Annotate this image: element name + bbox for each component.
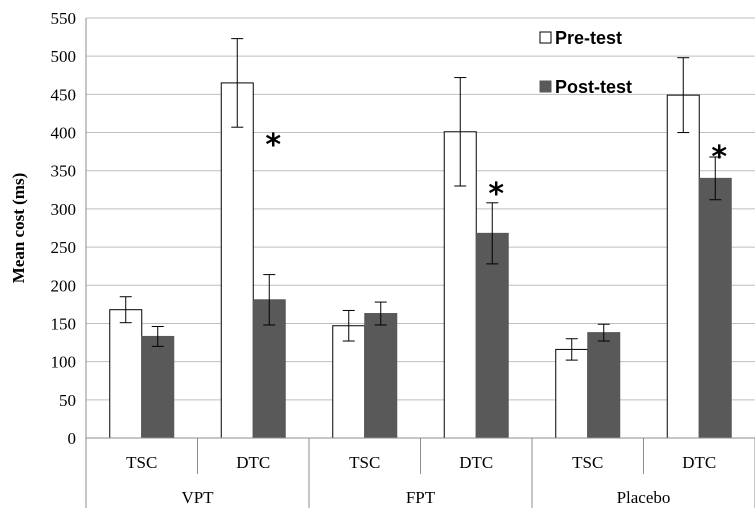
y-tick-label: 0 — [68, 429, 77, 448]
x-group-label: VPT — [181, 488, 214, 507]
bar-pre-test-1 — [220, 82, 254, 439]
y-tick-labels: 0 50 100 150 200 250 300 350 400 450 500 550 — [51, 9, 77, 448]
x-category-labels: TSC DTC TSC DTC TSC DTC — [126, 453, 716, 472]
y-tick-label: 150 — [51, 314, 77, 333]
y-tick-label: 400 — [51, 124, 77, 143]
y-tick-label: 500 — [51, 47, 77, 66]
bar-pre-test-0 — [109, 309, 143, 439]
x-group-labels: VPT FPT Placebo — [181, 488, 670, 507]
bar-pre-test-2 — [332, 325, 366, 439]
y-tick-label: 200 — [51, 276, 77, 295]
x-category-label: DTC — [236, 453, 270, 472]
y-tick-label: 50 — [59, 391, 76, 410]
bar-post-test-5 — [698, 177, 732, 439]
legend-swatch-1 — [539, 80, 552, 93]
y-tick-label: 450 — [51, 85, 77, 104]
error-bars — [119, 38, 722, 361]
significance-marker: * — [711, 140, 727, 175]
y-axis-label: Mean cost (ms) — [9, 173, 28, 283]
y-tick-label: 100 — [51, 353, 77, 372]
y-tick-label: 350 — [51, 162, 77, 181]
x-category-label: TSC — [126, 453, 157, 472]
significance-marker: * — [488, 177, 504, 212]
legend-swatch-0 — [539, 31, 552, 44]
legend-label-1: Post-test — [555, 77, 632, 97]
x-category-label: TSC — [349, 453, 380, 472]
x-group-label: Placebo — [617, 488, 671, 507]
x-category-label: DTC — [682, 453, 716, 472]
bar-post-test-3 — [475, 232, 509, 439]
y-tick-label: 250 — [51, 238, 77, 257]
bars — [109, 82, 732, 439]
bar-post-test-0 — [141, 335, 175, 439]
legend: Pre-test Post-test — [539, 28, 632, 97]
significance-marker: * — [265, 128, 281, 163]
significance-markers: * * * — [265, 128, 727, 212]
gridlines — [86, 17, 755, 401]
axes — [85, 18, 755, 508]
x-group-label: FPT — [406, 488, 436, 507]
x-category-label: TSC — [572, 453, 603, 472]
legend-label-0: Pre-test — [555, 28, 622, 48]
bar-pre-test-4 — [555, 348, 589, 439]
bar-pre-test-5 — [666, 94, 700, 439]
x-category-label: DTC — [459, 453, 493, 472]
y-tick-label: 550 — [51, 9, 77, 28]
bar-post-test-4 — [587, 332, 621, 439]
bar-post-test-2 — [364, 313, 398, 439]
y-tick-label: 300 — [51, 200, 77, 219]
